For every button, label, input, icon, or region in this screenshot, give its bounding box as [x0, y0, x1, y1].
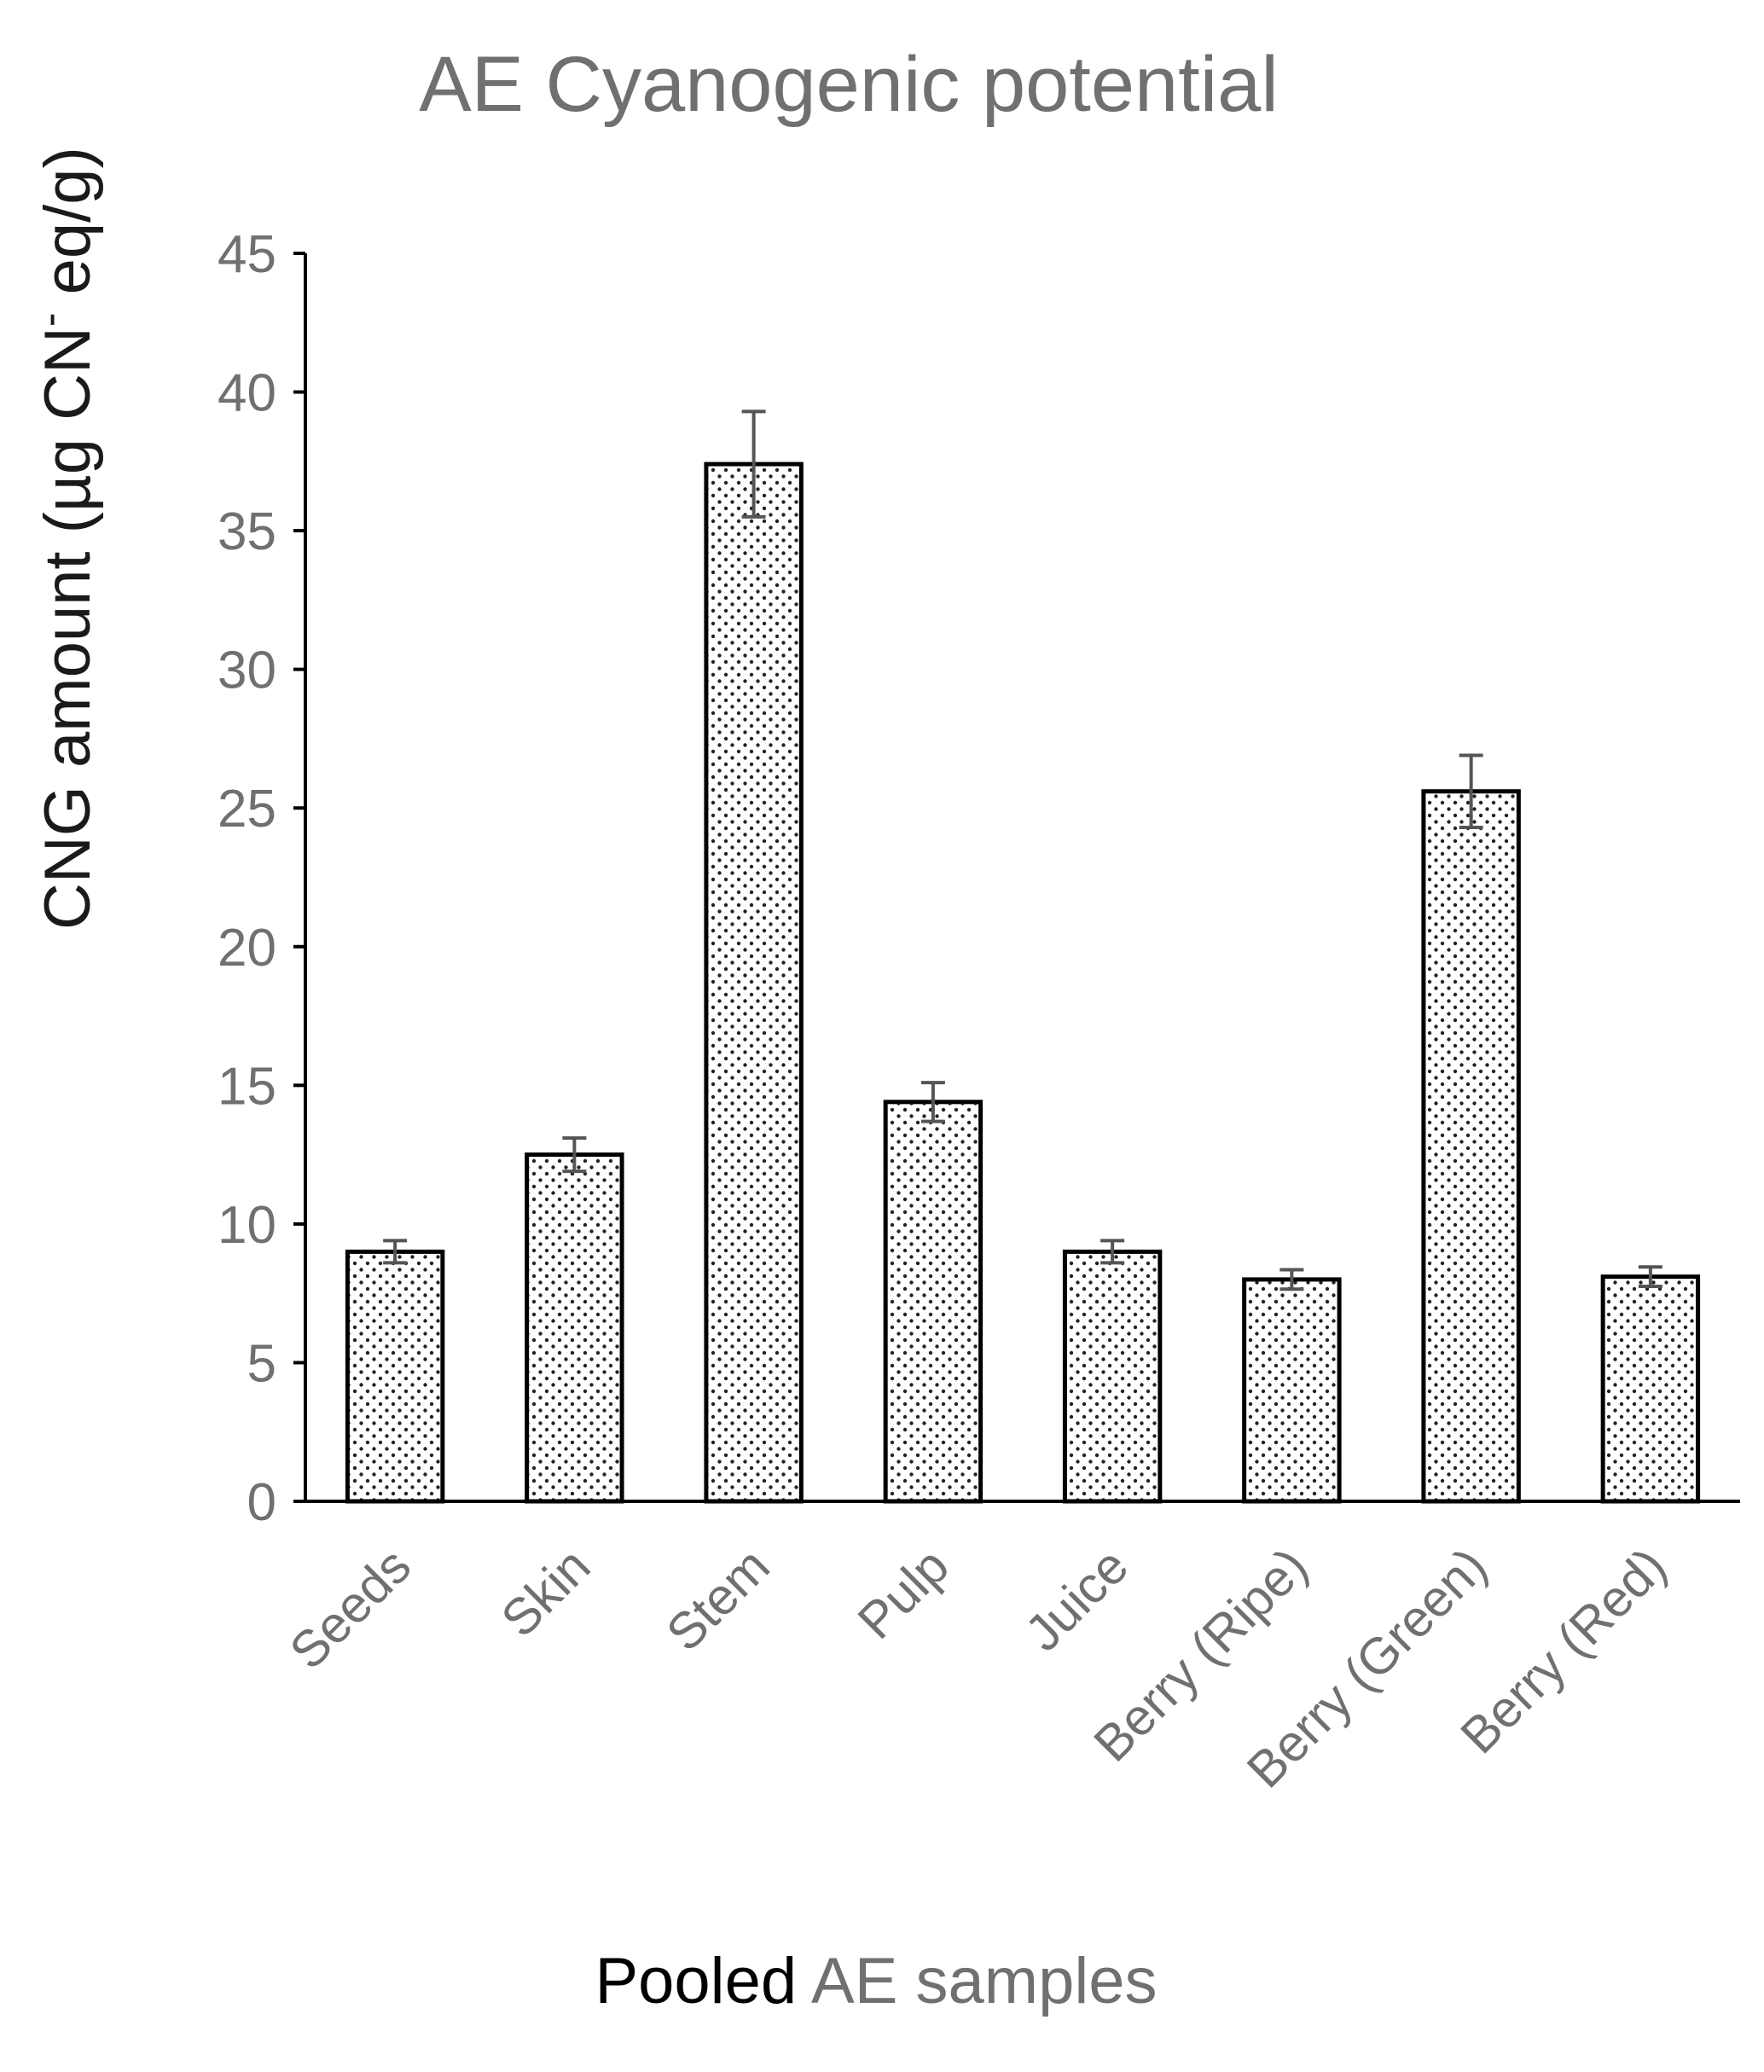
chart-title: AE Cyanogenic potential — [419, 41, 1279, 128]
error-bar — [741, 409, 766, 519]
y-tick-label: 45 — [218, 225, 276, 284]
y-tick-label: 5 — [247, 1334, 276, 1393]
bar — [883, 1100, 984, 1504]
svg-text:CNG amount (µg CN- eq/g): CNG amount (µg CN- eq/g) — [26, 147, 104, 930]
error-bar — [383, 1239, 408, 1265]
y-tick-label: 35 — [218, 502, 276, 561]
error-bar — [1100, 1239, 1125, 1265]
x-category-label: Stem — [655, 1537, 780, 1662]
bar — [1242, 1277, 1342, 1504]
y-tick-label: 15 — [218, 1057, 276, 1116]
bar — [1421, 789, 1521, 1504]
x-category-label: Juice — [1014, 1537, 1139, 1662]
bars — [345, 461, 1701, 1504]
x-axis-label: Pooled AE samples — [595, 1945, 1157, 2017]
y-tick-label: 30 — [218, 641, 276, 700]
error-bar — [1279, 1268, 1304, 1291]
y-tick-label: 10 — [218, 1196, 276, 1255]
y-axis-label-superscript: - — [26, 312, 73, 327]
y-tick-label: 0 — [247, 1473, 276, 1532]
error-bar — [1638, 1265, 1662, 1289]
error-bars — [383, 409, 1662, 1291]
bar — [1600, 1274, 1701, 1504]
y-axis-label-unit: eq/g) — [32, 147, 104, 312]
x-category-label: Skin — [490, 1537, 601, 1648]
bar — [345, 1249, 445, 1504]
bar — [1062, 1249, 1163, 1504]
x-category-label: Pulp — [847, 1537, 960, 1650]
y-axis-label-main: CNG amount (µg CN — [32, 327, 104, 930]
x-category-label: Seeds — [279, 1537, 422, 1680]
x-axis-label-samples: AE samples — [797, 1945, 1157, 2017]
bar — [704, 461, 804, 1504]
y-tick-label: 25 — [218, 780, 276, 839]
error-bar — [562, 1136, 587, 1174]
error-bar — [920, 1081, 945, 1123]
error-bar — [1459, 753, 1483, 829]
axes — [304, 253, 1740, 1503]
y-axis-ticks: 0 5 10 15 20 25 30 35 40 45 — [218, 225, 305, 1532]
y-tick-label: 40 — [218, 364, 276, 423]
y-axis-label: CNG amount (µg CN- eq/g) — [26, 147, 104, 930]
x-axis-label-pooled: Pooled — [595, 1945, 797, 2017]
y-tick-label: 20 — [218, 919, 276, 978]
bar — [525, 1152, 624, 1504]
